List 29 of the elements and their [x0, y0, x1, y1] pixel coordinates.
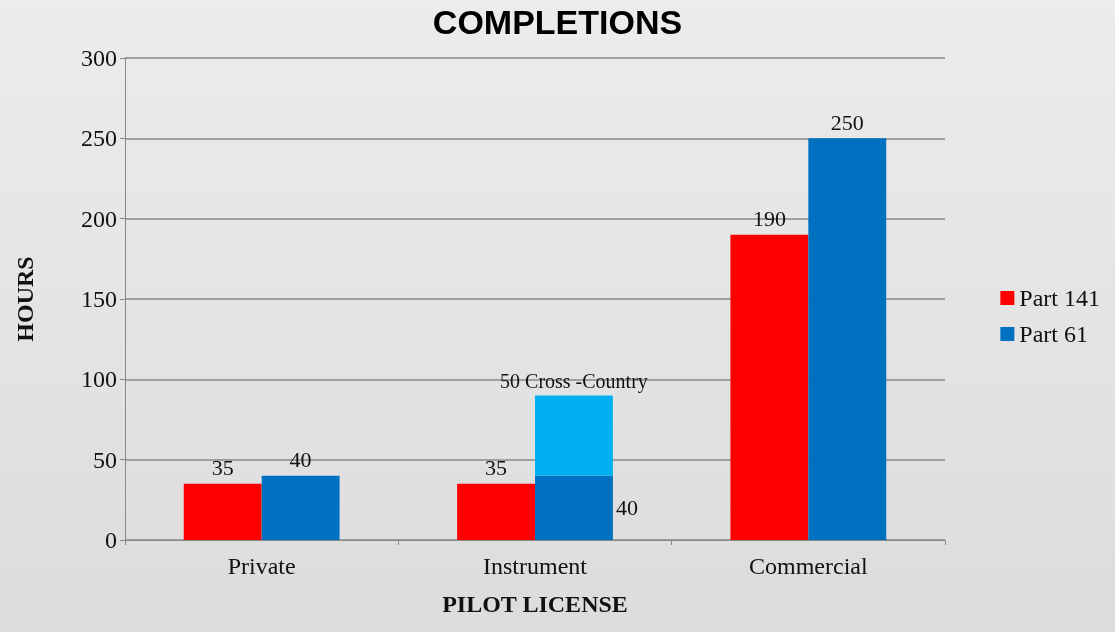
- bar: [730, 234, 809, 540]
- bar: [808, 138, 887, 540]
- bar: [457, 483, 535, 540]
- legend-label: Part 141: [1019, 285, 1101, 311]
- x-axis-title: PILOT LICENSE: [442, 591, 628, 617]
- bar: [183, 483, 262, 540]
- chart-title: COMPLETIONS: [432, 3, 683, 41]
- y-tick-label: 150: [81, 286, 117, 312]
- y-axis-title: HOURS: [12, 256, 38, 342]
- data-label: 50 Cross -Country: [500, 370, 648, 394]
- data-label: 190: [752, 206, 786, 232]
- bar: [261, 475, 340, 540]
- x-tick-label: Instrument: [483, 553, 588, 579]
- y-tick-label: 200: [81, 205, 117, 232]
- data-label: 40: [289, 447, 312, 473]
- x-tick-label: Private: [227, 553, 296, 579]
- data-label: 250: [830, 109, 864, 135]
- bar: [535, 395, 613, 476]
- y-tick-label: 250: [81, 125, 117, 152]
- data-label: 35: [485, 455, 508, 481]
- legend-label: Part 61: [1019, 321, 1089, 347]
- y-tick-label: 100: [81, 366, 117, 393]
- data-label: 35: [211, 455, 234, 481]
- x-tick-label: Commercial: [749, 553, 868, 579]
- data-label: 40: [615, 495, 638, 521]
- bar: [535, 475, 613, 540]
- y-tick-label: 50: [93, 446, 117, 473]
- y-tick-label: 0: [105, 527, 117, 553]
- y-tick-label: 300: [81, 45, 117, 71]
